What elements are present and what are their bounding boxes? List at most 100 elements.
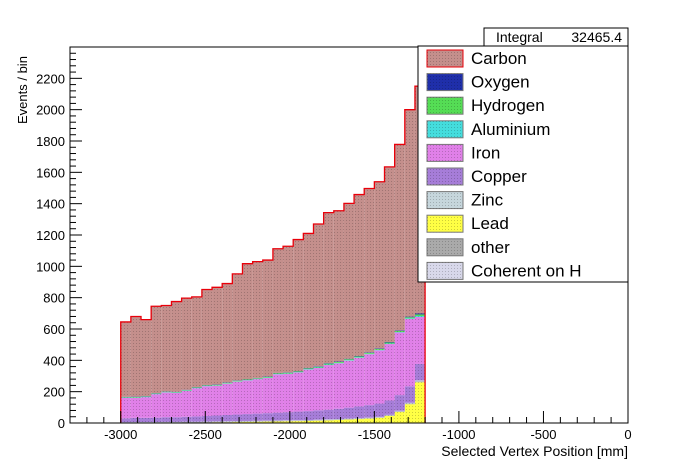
bar-hatch-iron-20	[324, 365, 334, 410]
bar-hatch-carbon-0	[121, 322, 131, 397]
stats-value: 32465.4	[571, 29, 622, 45]
y-tick-label: 600	[43, 322, 65, 337]
bar-hatch-carbon-12	[242, 264, 252, 379]
bar-hatch-iron-4	[161, 392, 171, 417]
bar-hatch-iron-24	[364, 354, 374, 405]
bar-hatch-iron-3	[151, 394, 161, 418]
bar-hatch-iron-11	[232, 382, 242, 415]
bar-hatch-copper-10	[222, 415, 232, 421]
x-tick-label: -1000	[442, 427, 475, 442]
bar-hatch-copper-5	[171, 417, 181, 422]
bar-hatch-copper-21	[334, 409, 344, 419]
bar-hatch-carbon-19	[313, 224, 323, 366]
bar-hatch-iron-15	[273, 374, 283, 412]
y-axis-label: Events / bin	[15, 56, 30, 124]
bar-hatch-copper-12	[242, 414, 252, 421]
bar-hatch-copper-28	[405, 386, 415, 402]
stats-label: Integral	[496, 29, 543, 45]
bar-hatch-iron-13	[253, 379, 263, 413]
x-tick-label: -500	[530, 427, 556, 442]
bar-hatch-hydrogen-20	[324, 364, 334, 365]
bar-hatch-lead-22	[344, 420, 354, 423]
legend-entry-aluminium: Aluminium	[427, 120, 550, 139]
bar-hatch-carbon-18	[303, 233, 313, 367]
bar-hatch-iron-27	[395, 332, 405, 395]
bar-hatch-lead-26	[385, 416, 395, 423]
bar-hatch-copper-20	[324, 410, 334, 420]
bar-hatch-oxygen-28	[405, 317, 415, 318]
bar-hatch-iron-21	[334, 363, 344, 408]
histogram-bars	[121, 86, 425, 423]
bar-hatch-hydrogen-27	[395, 331, 405, 332]
bar-hatch-iron-1	[131, 398, 141, 418]
bar-hatch-hydrogen-16	[283, 373, 293, 374]
y-tick-label: 1200	[36, 228, 65, 243]
bar-hatch-other-27	[395, 411, 405, 412]
bar-hatch-iron-16	[283, 374, 293, 412]
bar-hatch-carbon-21	[334, 211, 344, 362]
y-tick-label: 2000	[36, 103, 65, 118]
bar-hatch-aluminium-29	[415, 316, 425, 317]
bar-hatch-lead-27	[395, 412, 405, 423]
bar-hatch-zinc-26	[385, 415, 395, 416]
bar-hatch-carbon-10	[222, 284, 232, 383]
bar-hatch-copper-6	[182, 417, 192, 422]
x-tick-label: -2500	[189, 427, 222, 442]
bar-hatch-hydrogen-14	[263, 377, 273, 378]
bar-hatch-carbon-28	[405, 110, 415, 317]
bar-hatch-hydrogen-28	[405, 317, 415, 318]
bar-hatch-lead-25	[374, 418, 384, 423]
legend-swatch-hatch	[427, 74, 463, 91]
bar-hatch-copper-14	[263, 413, 273, 421]
bar-hatch-hydrogen-26	[385, 342, 395, 343]
bar-hatch-copper-3	[151, 418, 161, 422]
bar-hatch-carbon-23	[354, 195, 364, 356]
y-tick-label: 400	[43, 353, 65, 368]
y-tick-label: 1600	[36, 165, 65, 180]
bar-hatch-iron-23	[354, 358, 364, 407]
bar-hatch-carbon-24	[364, 188, 374, 352]
bar-hatch-hydrogen-19	[313, 367, 323, 368]
stats-box: Integral 32465.4	[484, 28, 628, 46]
y-tick-label: 2200	[36, 71, 65, 86]
legend-label: Lead	[471, 214, 509, 233]
bar-hatch-copper-11	[232, 415, 242, 422]
bar-hatch-carbon-1	[131, 316, 141, 396]
bar-hatch-lead-29	[415, 382, 425, 423]
x-tick-label: -3000	[104, 427, 137, 442]
bar-hatch-iron-9	[212, 386, 222, 416]
bar-hatch-hydrogen-10	[222, 383, 232, 384]
bar-hatch-iron-26	[385, 344, 395, 400]
bar-hatch-iron-29	[415, 317, 425, 364]
bar-hatch-hydrogen-7	[192, 387, 202, 388]
bar-hatch-carbon-13	[253, 262, 263, 378]
y-tick-label: 800	[43, 291, 65, 306]
legend-label: Zinc	[471, 191, 504, 210]
bar-hatch-lead-24	[364, 419, 374, 423]
bar-hatch-carbon-16	[283, 246, 293, 372]
bar-hatch-copper-8	[202, 416, 212, 422]
bar-hatch-oxygen-29	[415, 313, 425, 314]
legend-swatch-hatch	[427, 50, 463, 67]
bar-hatch-copper-17	[293, 412, 303, 421]
legend-label: Carbon	[471, 49, 527, 68]
legend-label: Copper	[471, 167, 527, 186]
bar-hatch-lead-23	[354, 419, 364, 423]
bar-hatch-other-29	[415, 381, 425, 382]
legend-label: Hydrogen	[471, 96, 545, 115]
x-tick-label: -2000	[273, 427, 306, 442]
bar-hatch-iron-5	[171, 393, 181, 417]
bar-hatch-carbon-22	[344, 203, 354, 358]
bar-hatch-hydrogen-8	[202, 385, 212, 386]
bar-hatch-copper-2	[141, 418, 151, 422]
legend-swatch-hatch	[427, 97, 463, 114]
bar-hatch-hydrogen-9	[212, 385, 222, 386]
bar-hatch-iron-22	[344, 361, 354, 408]
bar-hatch-hydrogen-12	[242, 379, 252, 380]
bar-hatch-hydrogen-29	[415, 314, 425, 316]
bar-hatch-iron-10	[222, 384, 232, 415]
bar-hatch-hydrogen-18	[303, 368, 313, 369]
bar-hatch-copper-4	[161, 417, 171, 422]
bar-hatch-other-28	[405, 404, 415, 405]
